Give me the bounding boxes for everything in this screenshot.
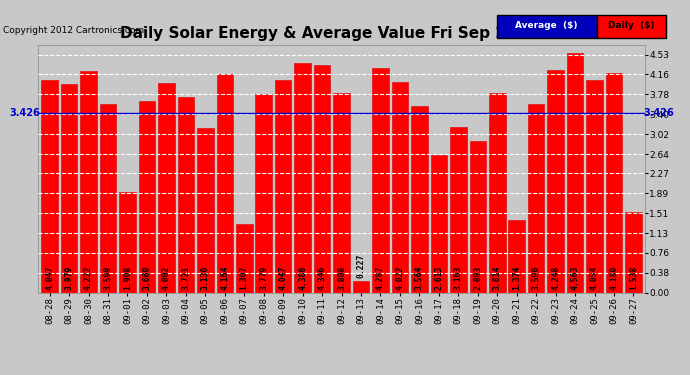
Text: 2.613: 2.613	[435, 266, 444, 290]
Text: 2.893: 2.893	[473, 266, 482, 290]
Text: 3.564: 3.564	[415, 266, 424, 290]
Bar	[489, 93, 506, 292]
Text: 3.721: 3.721	[181, 266, 190, 290]
Bar	[606, 74, 622, 292]
Text: 3.660: 3.660	[142, 266, 151, 290]
Text: 3.426: 3.426	[9, 108, 40, 118]
Bar	[566, 53, 583, 292]
Text: 4.287: 4.287	[376, 266, 385, 290]
Text: 4.054: 4.054	[590, 266, 599, 290]
Bar	[158, 82, 175, 292]
Bar	[80, 71, 97, 292]
Bar	[509, 220, 525, 292]
Bar	[177, 98, 194, 292]
Text: 3.590: 3.590	[532, 266, 541, 290]
Bar	[411, 106, 428, 292]
Text: 4.346: 4.346	[317, 266, 326, 290]
Bar	[314, 64, 331, 292]
Text: 4.164: 4.164	[220, 266, 229, 290]
Bar	[353, 280, 369, 292]
Text: 3.814: 3.814	[493, 266, 502, 290]
Text: 4.222: 4.222	[84, 266, 93, 290]
Text: 4.022: 4.022	[395, 266, 404, 290]
Text: 3.130: 3.130	[201, 266, 210, 290]
Bar	[139, 100, 155, 292]
Bar	[450, 127, 466, 292]
Bar	[119, 192, 136, 292]
Bar	[275, 80, 291, 292]
Text: Daily Solar Energy & Average Value Fri Sep 28 06:53: Daily Solar Energy & Average Value Fri S…	[119, 26, 571, 41]
Bar	[295, 63, 311, 292]
Bar	[547, 70, 564, 292]
Text: Average  ($): Average ($)	[515, 21, 578, 30]
Text: 3.979: 3.979	[65, 266, 74, 290]
Text: 4.248: 4.248	[551, 266, 560, 290]
Text: 1.307: 1.307	[239, 266, 248, 290]
Bar	[392, 82, 408, 292]
Text: 4.047: 4.047	[45, 266, 54, 290]
Text: 4.047: 4.047	[279, 266, 288, 290]
Bar	[61, 84, 77, 292]
Bar	[528, 104, 544, 292]
Text: 1.908: 1.908	[123, 266, 132, 290]
Text: 3.779: 3.779	[259, 266, 268, 290]
Text: 4.386: 4.386	[298, 266, 307, 290]
Bar	[255, 94, 272, 292]
Text: 3.599: 3.599	[104, 266, 112, 290]
Text: 0.227: 0.227	[357, 254, 366, 278]
Text: 4.180: 4.180	[609, 266, 618, 290]
Bar	[236, 224, 253, 292]
Bar	[197, 128, 214, 292]
Text: 3.163: 3.163	[454, 266, 463, 290]
Bar	[41, 80, 58, 292]
Bar	[431, 156, 447, 292]
Bar	[372, 68, 388, 292]
Bar	[333, 93, 350, 292]
Text: Daily  ($): Daily ($)	[608, 21, 655, 30]
Text: Copyright 2012 Cartronics.com: Copyright 2012 Cartronics.com	[3, 26, 145, 35]
Bar	[469, 141, 486, 292]
Bar	[625, 212, 642, 292]
Bar	[100, 104, 117, 292]
Text: 1.538: 1.538	[629, 266, 638, 290]
Text: 1.374: 1.374	[512, 266, 521, 290]
Text: 4.002: 4.002	[162, 266, 171, 290]
Bar	[586, 80, 603, 292]
Bar	[217, 74, 233, 292]
Text: 3.426: 3.426	[643, 108, 674, 118]
Text: 4.563: 4.563	[571, 266, 580, 290]
Text: 3.808: 3.808	[337, 266, 346, 290]
